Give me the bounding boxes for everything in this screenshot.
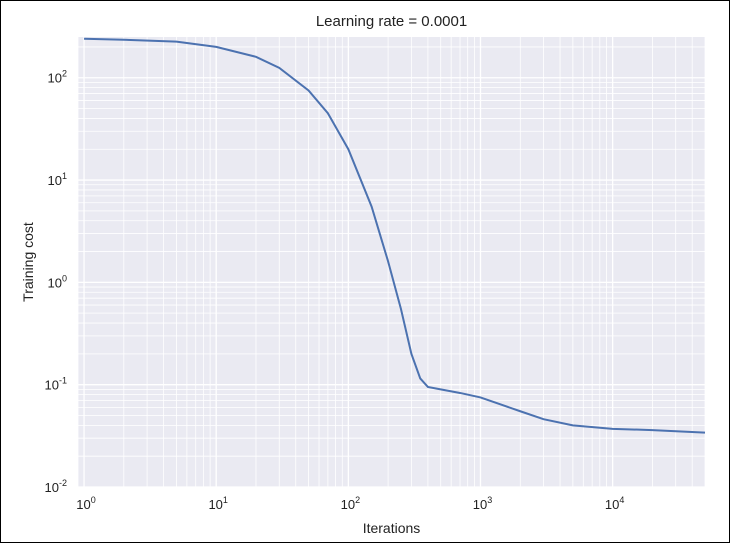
x-tick-label: 101: [208, 495, 227, 512]
series-line: [84, 37, 706, 434]
x-axis-label: Iterations: [363, 520, 421, 536]
y-axis-label: Training cost: [20, 222, 36, 302]
y-tick-label: 102: [48, 69, 67, 86]
x-tick-label: 100: [76, 495, 95, 512]
y-tick-label: 101: [48, 171, 67, 188]
y-tick-label: 100: [48, 273, 67, 290]
grid-lines: [77, 37, 706, 488]
y-tick-labels: 102 101 100 10-1 10-2: [45, 69, 67, 495]
x-tick-labels: 100 101 102 103 104: [76, 495, 624, 512]
y-tick-label: 10-1: [45, 376, 67, 393]
chart-title: Learning rate = 0.0001: [316, 13, 467, 30]
x-tick-label: 102: [341, 495, 360, 512]
x-tick-label: 104: [605, 495, 624, 512]
x-tick-label: 103: [473, 495, 492, 512]
y-tick-label: 10-2: [45, 478, 67, 495]
plot-area: [78, 37, 705, 487]
